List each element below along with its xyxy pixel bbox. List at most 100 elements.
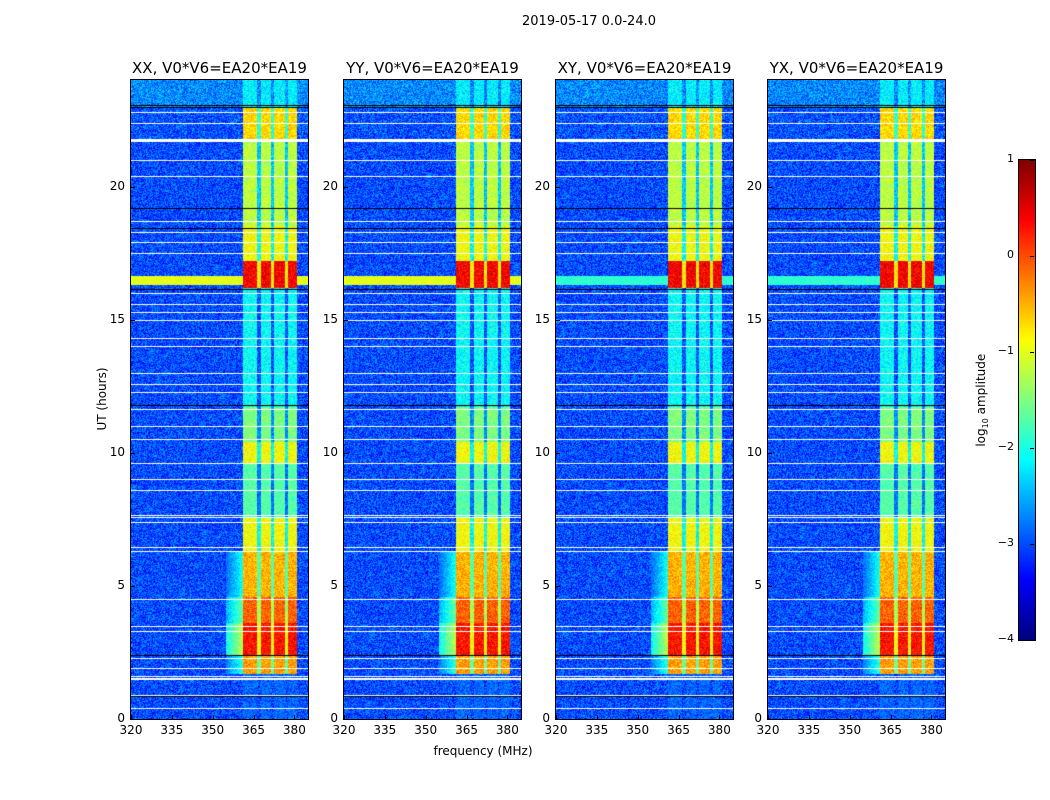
y-tick-label: 5	[330, 577, 338, 592]
y-tick-label: 20	[109, 178, 125, 193]
y-tick	[768, 452, 772, 454]
y-tick	[344, 452, 348, 454]
x-axis-label: frequency (MHz)	[433, 744, 533, 758]
x-tick	[507, 715, 509, 719]
panel-title: XY, V0*V6=EA20*EA19	[557, 59, 732, 77]
colorbar-tick	[1030, 256, 1034, 257]
y-axis-label: UT (hours)	[95, 367, 109, 431]
x-tick-label: 350	[414, 723, 438, 737]
y-tick-label: 20	[322, 178, 338, 193]
y-tick-label: 5	[542, 577, 550, 592]
x-tick-label: 350	[201, 723, 225, 737]
x-tick	[294, 715, 296, 719]
spectrogram-panel	[767, 79, 946, 720]
x-tick	[384, 715, 386, 719]
colorbar-tick-label: 0	[1007, 248, 1014, 261]
y-tick-label: 15	[746, 311, 762, 326]
y-tick-label: 5	[117, 577, 125, 592]
x-tick-label: 320	[119, 723, 143, 737]
y-tick-label: 5	[754, 577, 762, 592]
x-tick-label: 335	[373, 723, 397, 737]
x-tick-label: 380	[919, 723, 943, 737]
y-tick-label: 10	[746, 444, 762, 459]
x-tick-label: 380	[282, 723, 306, 737]
y-tick-label: 10	[322, 444, 338, 459]
panel-title: YY, V0*V6=EA20*EA19	[346, 59, 519, 77]
spectrogram-panel	[130, 79, 309, 720]
x-tick	[212, 715, 214, 719]
y-tick	[131, 452, 135, 454]
colorbar-label: log10 amplitude	[974, 338, 990, 462]
x-tick	[131, 715, 132, 719]
y-tick	[556, 319, 560, 321]
colorbar-tick-label: −2	[997, 440, 1014, 453]
spectrogram-heatmap	[131, 80, 308, 719]
x-tick	[890, 715, 892, 719]
y-tick-label: 20	[746, 178, 762, 193]
colorbar-tick	[1030, 448, 1034, 449]
panel-title: YX, V0*V6=EA20*EA19	[769, 59, 944, 77]
y-tick	[768, 585, 772, 587]
colorbar-tick-label: −4	[997, 632, 1014, 645]
spectrogram-heatmap	[556, 80, 733, 719]
x-tick	[596, 715, 598, 719]
y-tick-label: 20	[534, 178, 550, 193]
y-tick	[131, 719, 135, 720]
panel-title: XX, V0*V6=EA20*EA19	[132, 59, 307, 77]
x-tick-label: 365	[667, 723, 690, 737]
x-tick	[171, 715, 173, 719]
y-tick	[131, 186, 135, 188]
y-tick-label: 10	[534, 444, 550, 459]
spectrogram-heatmap	[768, 80, 945, 719]
x-tick-label: 365	[455, 723, 478, 737]
x-tick-label: 350	[626, 723, 650, 737]
spectrogram-heatmap	[344, 80, 521, 719]
y-tick	[556, 585, 560, 587]
y-tick	[768, 319, 772, 321]
y-tick	[556, 186, 560, 188]
y-tick	[768, 186, 772, 188]
y-tick	[344, 719, 348, 720]
x-tick	[808, 715, 810, 719]
x-tick	[466, 715, 468, 719]
x-tick-label: 380	[495, 723, 519, 737]
x-tick-label: 335	[585, 723, 609, 737]
y-tick-label: 15	[322, 311, 338, 326]
y-tick-label: 15	[534, 311, 550, 326]
colorbar	[1018, 159, 1036, 641]
x-tick-label: 350	[838, 723, 862, 737]
y-tick	[556, 719, 560, 720]
y-tick-label: 0	[542, 711, 550, 725]
y-tick	[344, 186, 348, 188]
y-tick	[131, 319, 135, 321]
y-tick	[556, 452, 560, 454]
y-tick-label: 0	[754, 711, 762, 725]
x-tick-label: 380	[707, 723, 731, 737]
x-tick	[253, 715, 255, 719]
x-tick-label: 320	[332, 723, 356, 737]
x-tick-label: 320	[756, 723, 780, 737]
y-tick	[131, 585, 135, 587]
x-tick	[344, 715, 345, 719]
y-tick-label: 0	[330, 711, 338, 725]
y-tick	[344, 585, 348, 587]
colorbar-tick	[1030, 352, 1034, 353]
colorbar-label-suffix: amplitude	[973, 353, 988, 419]
x-tick-label: 335	[797, 723, 821, 737]
x-tick	[425, 715, 427, 719]
x-tick	[678, 715, 680, 719]
x-tick-label: 365	[242, 723, 265, 737]
x-tick-label: 365	[879, 723, 902, 737]
x-tick-label: 320	[544, 723, 568, 737]
x-tick-label: 335	[160, 723, 184, 737]
y-tick	[344, 319, 348, 321]
spectrogram-panel	[343, 79, 522, 720]
y-tick-label: 15	[109, 311, 125, 326]
x-tick	[931, 715, 933, 719]
colorbar-tick	[1030, 544, 1034, 545]
x-tick	[719, 715, 721, 719]
x-tick	[768, 715, 769, 719]
x-tick	[556, 715, 557, 719]
colorbar-tick	[1030, 640, 1034, 641]
colorbar-tick-label: 1	[1007, 152, 1014, 165]
